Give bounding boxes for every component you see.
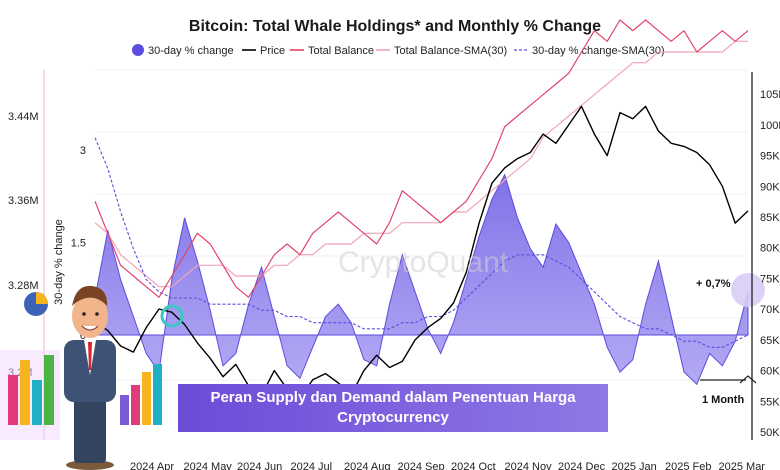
banner: Peran Supply dan Demand dalam Penentuan … — [178, 384, 608, 432]
series-area-30-day-change — [94, 173, 749, 386]
right-axis-tick-8: 65K — [760, 335, 780, 347]
deco-tie — [88, 342, 92, 370]
deco-hair — [72, 285, 108, 306]
deco-smile — [81, 325, 99, 331]
deco-eye-left — [82, 312, 86, 316]
watermark: CryptoQuant — [338, 246, 509, 279]
deco-bar-2 — [32, 380, 42, 425]
legend: 30-day % change Price Total Balance Total B… — [132, 44, 665, 57]
legend-label-4: 30-day % change-SMA(30) — [532, 45, 665, 57]
deco-eye-right — [95, 312, 99, 316]
right-axis-tick-4: 85K — [760, 212, 780, 224]
deco-bar-6 — [142, 372, 151, 425]
legend-label-3: Total Balance-SMA(30) — [394, 45, 507, 57]
x-axis-tick-11: 2025 Mar — [719, 461, 766, 470]
right-axis-tick-0: 105K — [760, 89, 780, 101]
legend-label-0: 30-day % change — [148, 45, 234, 57]
right-axis-tick-5: 80K — [760, 243, 780, 255]
deco-bar-5 — [131, 385, 140, 425]
right-axis-tick-7: 70K — [760, 304, 780, 316]
legend-label-1: Price — [260, 45, 285, 57]
deco-pie-slice — [36, 292, 48, 304]
x-axis-tick-4: 2024 Aug — [344, 461, 391, 470]
right-axis-tick-2: 95K — [760, 151, 780, 163]
banner-line-2: Cryptocurrency — [337, 409, 449, 426]
series-line-total-balance — [94, 19, 749, 298]
x-axis-tick-10: 2025 Feb — [665, 461, 711, 470]
banner-line-1: Peran Supply dan Demand dalam Penentuan … — [210, 389, 576, 406]
series-line-change-sma — [94, 137, 749, 348]
legend-marker-0 — [132, 44, 144, 56]
right-axis-tick-1: 100K — [760, 120, 780, 132]
deco-bar-3 — [44, 355, 54, 425]
deco-face — [72, 294, 108, 338]
right-axis-tick-11: 50K — [760, 427, 780, 439]
illustration — [0, 285, 162, 470]
x-axis-tick-3: 2024 Jul — [291, 461, 333, 470]
series-line-price — [94, 105, 749, 399]
right-axis-tick-6: 75K — [760, 273, 780, 285]
left-axis-tick-2: 3.28M — [8, 280, 39, 292]
middle-axis-label: 30-day % change — [53, 219, 65, 305]
x-axis-tick-6: 2024 Oct — [451, 461, 496, 470]
x-axis-tick-1: 2024 May — [184, 461, 233, 470]
deco-bar-4 — [120, 395, 129, 425]
x-axis-tick-2: 2024 Jun — [237, 461, 282, 470]
deco-bar-7 — [153, 364, 162, 425]
deco-bar-0 — [8, 375, 18, 425]
x-axis-tick-0: 2024 Apr — [130, 461, 174, 470]
left-axis-tick-1: 3.36M — [8, 195, 39, 207]
middle-axis-tick-1: 1.5 — [71, 238, 86, 250]
month-arrow-left — [739, 375, 757, 384]
x-axis-tick-8: 2024 Dec — [558, 461, 606, 470]
left-axis-tick-0: 3.44M — [8, 111, 39, 123]
x-axis-tick-9: 2025 Jan — [612, 461, 657, 470]
legend-label-2: Total Balance — [308, 45, 374, 57]
right-axis-tick-3: 90K — [760, 181, 780, 193]
annotation-percent: + 0,7% — [696, 278, 731, 290]
right-axis-tick-9: 60K — [760, 366, 780, 378]
highlight-ring — [160, 304, 184, 328]
x-axis-tick-5: 2024 Sep — [398, 461, 445, 470]
deco-trousers — [74, 395, 106, 463]
plot-area — [94, 19, 765, 399]
x-axis-tick-7: 2024 Nov — [505, 461, 553, 470]
series-line-total-balance-sma — [94, 40, 748, 288]
right-axis-tick-10: 55K — [760, 396, 780, 408]
middle-axis-tick-0: 3 — [80, 145, 86, 157]
annotation-month: 1 Month — [702, 394, 744, 406]
deco-bar-1 — [20, 360, 30, 425]
chart-title: Bitcoin: Total Whale Holdings* and Month… — [189, 18, 601, 35]
highlight-circle-end — [731, 273, 765, 307]
